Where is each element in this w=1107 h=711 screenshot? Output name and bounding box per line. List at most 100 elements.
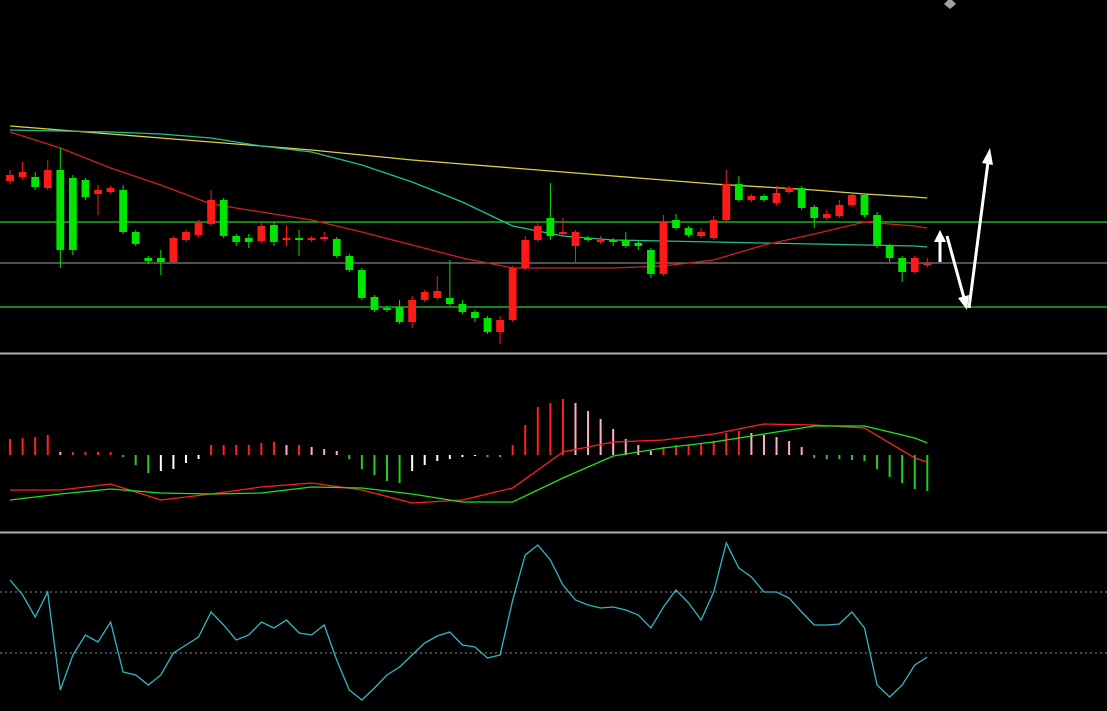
macd-bar	[147, 455, 150, 473]
macd-bar	[800, 447, 803, 455]
macd-bar	[448, 455, 451, 459]
candle-body	[860, 195, 869, 215]
macd-bar	[386, 455, 389, 481]
candle-body	[357, 270, 366, 298]
candle-body	[345, 256, 354, 270]
macd-bar	[574, 403, 577, 455]
macd-bar	[210, 445, 213, 455]
line-series	[9, 131, 928, 269]
candle-body	[232, 236, 241, 242]
macd-bar	[863, 455, 866, 461]
candle-body	[672, 220, 680, 228]
macd-bar	[637, 445, 640, 455]
candle-body	[684, 228, 693, 235]
candle-body	[458, 304, 467, 312]
candle-body	[797, 188, 806, 208]
macd-bar	[398, 455, 401, 483]
candle-body	[81, 180, 90, 197]
macd-bar	[109, 452, 112, 455]
candle-body	[546, 218, 555, 236]
macd-bar	[775, 437, 778, 455]
macd-bar	[373, 455, 376, 475]
macd-bar	[335, 451, 338, 455]
macd-bar	[310, 447, 313, 455]
candle-body	[559, 232, 567, 234]
candle-body	[68, 178, 77, 250]
macd-bar	[788, 441, 791, 455]
candle-body	[898, 258, 907, 272]
candle-body	[835, 205, 844, 216]
candle-body	[144, 258, 153, 261]
candle-body	[822, 214, 831, 218]
candle-body	[584, 238, 592, 240]
candle-body	[282, 238, 291, 240]
candle-body	[370, 297, 379, 310]
candle-body	[496, 320, 504, 332]
macd-bar	[536, 407, 539, 455]
candle-body	[722, 184, 731, 220]
candle-body	[634, 243, 643, 246]
candle-body	[445, 298, 454, 304]
macd-bar	[21, 438, 24, 455]
macd-bar	[285, 445, 288, 455]
candle-body	[521, 240, 530, 268]
candle-body	[320, 237, 329, 239]
macd-bar	[184, 455, 187, 463]
line-series	[10, 425, 928, 503]
marker-icon	[944, 0, 956, 9]
line-series	[10, 423, 928, 504]
candle-body	[697, 232, 706, 236]
macd-bar	[888, 455, 891, 477]
candle-body	[760, 196, 768, 200]
macd-bar	[712, 441, 715, 455]
candle-body	[156, 258, 165, 262]
candle-body	[734, 184, 743, 200]
macd-bar	[511, 445, 514, 455]
candle-body	[56, 170, 65, 250]
candle-body	[182, 232, 190, 240]
candle-body	[257, 226, 266, 241]
macd-bar	[360, 455, 363, 469]
candle-body	[131, 232, 140, 244]
candle-body	[483, 318, 492, 332]
macd-bar	[46, 435, 49, 455]
macd-bar	[850, 455, 853, 460]
macd-bar	[687, 445, 690, 455]
macd-bar	[411, 455, 414, 471]
macd-bar	[71, 452, 74, 455]
candle-body	[785, 188, 793, 192]
macd-bar	[926, 455, 929, 491]
macd-bar	[84, 452, 87, 455]
candle-body	[420, 292, 429, 300]
line-series	[9, 541, 928, 701]
candle-body	[885, 246, 894, 258]
candle-body	[383, 308, 391, 310]
macd-bar	[750, 433, 753, 455]
macd-bar	[901, 455, 904, 483]
line-series	[10, 125, 928, 199]
candle-body	[471, 312, 479, 318]
candle-body	[18, 172, 27, 177]
macd-bar	[486, 455, 489, 457]
candle-body	[307, 238, 316, 240]
macd-bar	[235, 445, 238, 455]
candle-body	[747, 196, 756, 200]
macd-bar	[524, 425, 527, 455]
candle-body	[596, 240, 605, 242]
candle-body	[194, 223, 203, 235]
macd-bar	[298, 445, 301, 455]
macd-bar	[876, 455, 879, 469]
macd-bar	[159, 455, 162, 471]
macd-bar	[272, 442, 275, 455]
candle-body	[169, 238, 178, 262]
macd-bar	[461, 455, 464, 457]
macd-bar	[247, 445, 250, 455]
candle-body	[6, 175, 14, 181]
candle-body	[810, 207, 819, 218]
macd-bar	[499, 455, 502, 457]
macd-bar	[34, 437, 37, 455]
macd-bar	[122, 455, 125, 457]
annotation-arrows	[934, 148, 993, 310]
